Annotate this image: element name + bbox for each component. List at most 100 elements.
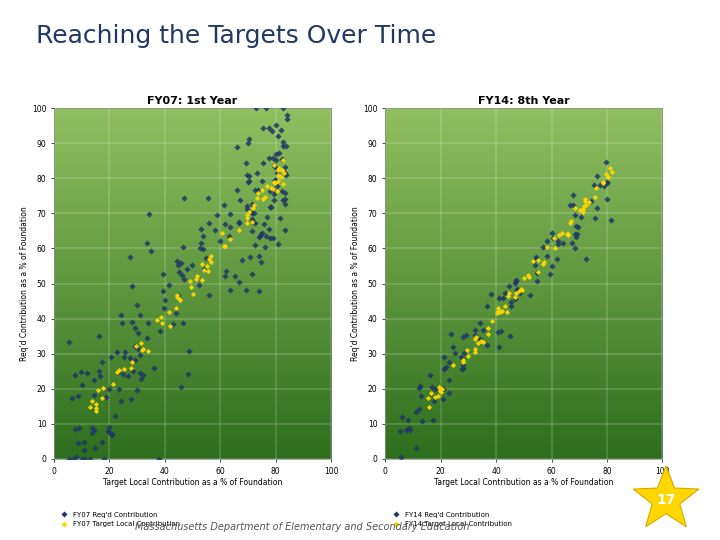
Point: [246, 218, 258, 227]
Point: [132, 329, 143, 338]
Point: [241, 214, 253, 222]
Point: [252, 168, 264, 177]
Y-axis label: Req'd Contribution as a % of Foundation: Req'd Contribution as a % of Foundation: [351, 206, 360, 361]
Point: [436, 385, 448, 394]
Point: [204, 219, 215, 227]
Point: [594, 181, 606, 190]
Point: [202, 267, 214, 275]
Point: [567, 191, 579, 199]
Point: [246, 208, 258, 217]
Point: [261, 104, 272, 112]
Point: [512, 286, 523, 294]
Point: [194, 281, 205, 289]
Point: [197, 232, 209, 240]
Point: [76, 455, 88, 463]
Point: [410, 408, 421, 416]
Point: [135, 339, 147, 348]
Point: [477, 326, 489, 335]
Point: [107, 379, 119, 388]
Point: [501, 307, 513, 316]
Point: [199, 265, 210, 274]
Point: [194, 243, 206, 252]
Point: [113, 384, 125, 393]
Point: [120, 348, 131, 357]
Point: [569, 211, 580, 220]
Point: [533, 256, 544, 265]
Point: [276, 186, 288, 195]
Point: [580, 201, 592, 210]
Point: [127, 367, 138, 376]
Point: [423, 394, 434, 402]
Point: [552, 254, 563, 263]
Point: [174, 268, 185, 277]
Point: [509, 279, 521, 287]
Title: FY14: 8th Year: FY14: 8th Year: [478, 96, 570, 106]
Point: [275, 214, 287, 222]
Point: [243, 139, 254, 147]
Point: [257, 185, 269, 194]
Point: [523, 272, 535, 281]
Point: [404, 426, 415, 435]
Legend: FY07 Req'd Contribution, FY07 Target Local Contribution: FY07 Req'd Contribution, FY07 Target Loc…: [58, 511, 181, 527]
Point: [471, 333, 482, 342]
Point: [546, 229, 558, 238]
Point: [474, 319, 485, 327]
Point: [241, 171, 253, 180]
Point: [269, 178, 280, 186]
Point: [248, 208, 259, 217]
Point: [502, 292, 513, 300]
Point: [94, 372, 106, 380]
Point: [107, 430, 118, 438]
Point: [259, 193, 271, 201]
Point: [93, 332, 104, 340]
Point: [462, 346, 473, 354]
Point: [269, 196, 280, 205]
Point: [106, 353, 117, 361]
Point: [142, 239, 153, 247]
Point: [423, 402, 435, 411]
Point: [143, 319, 154, 327]
Point: [186, 261, 198, 269]
Point: [564, 219, 575, 227]
Point: [93, 386, 104, 394]
Point: [103, 423, 114, 431]
Point: [492, 293, 504, 302]
Point: [224, 209, 235, 218]
Point: [469, 331, 480, 340]
Point: [258, 220, 270, 228]
Point: [260, 231, 271, 240]
Point: [256, 258, 267, 267]
Point: [240, 158, 252, 167]
Point: [549, 244, 561, 252]
Point: [157, 287, 168, 295]
X-axis label: Target Local Contribution as a % of Foundation: Target Local Contribution as a % of Foun…: [103, 478, 282, 488]
Point: [505, 302, 517, 310]
Point: [243, 172, 254, 180]
Point: [509, 293, 521, 301]
Point: [89, 390, 100, 399]
Point: [415, 392, 427, 400]
Point: [249, 186, 261, 194]
Point: [457, 363, 469, 372]
Point: [241, 201, 253, 210]
Point: [202, 193, 214, 202]
Point: [134, 351, 145, 360]
Point: [233, 219, 245, 227]
Point: [67, 394, 78, 402]
Point: [256, 230, 267, 238]
Point: [598, 182, 609, 191]
Point: [156, 319, 168, 327]
Point: [279, 226, 291, 234]
Point: [482, 323, 493, 332]
Text: 17: 17: [657, 492, 675, 507]
Point: [111, 368, 122, 376]
Point: [276, 166, 287, 174]
Point: [177, 319, 189, 327]
Point: [524, 290, 536, 299]
Point: [125, 363, 137, 372]
Point: [557, 229, 568, 238]
Point: [247, 204, 258, 212]
Point: [491, 308, 503, 317]
Point: [203, 291, 215, 299]
Point: [155, 327, 166, 335]
